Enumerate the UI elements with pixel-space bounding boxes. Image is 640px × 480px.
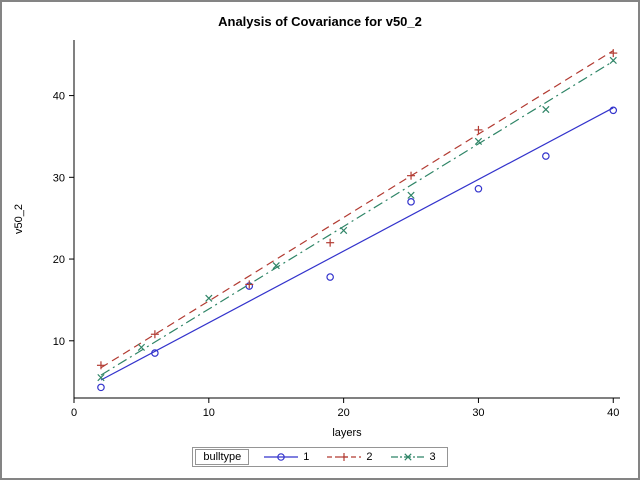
legend-marker-circle-icon [264,453,299,461]
data-point-series-1 [407,198,415,206]
data-point-series-3 [97,373,105,382]
data-point-series-1 [326,273,334,281]
chart-title: Analysis of Covariance for v50_2 [218,14,422,29]
x-tick-label: 0 [71,407,77,419]
legend-marker-glyph [403,453,412,461]
y-tick-label: 20 [53,254,65,266]
data-point-series-2 [609,49,618,58]
data-point-series-1 [609,106,618,115]
legend-entry-label: 1 [303,451,310,463]
points-series-1 [97,106,618,392]
y-tick-label: 30 [53,172,65,184]
legend-box: bulltype 1 2 3 [192,447,448,467]
fit-line-series-3 [100,60,614,376]
data-point-series-3 [407,191,415,199]
legend: bulltype 1 2 3 [2,447,638,467]
data-point-series-2 [150,330,159,339]
legend-entries: 1 2 3 [255,451,444,463]
data-point-series-3 [609,56,617,65]
fit-line-series-2 [100,50,614,369]
data-point-series-2 [96,361,105,370]
data-point-series-3 [205,294,213,302]
y-tick-label: 40 [53,91,65,103]
legend-entry-3: 3 [382,451,445,463]
data-point-series-3 [340,226,348,235]
fit-line-series-1 [100,107,614,381]
legend-entry-2: 2 [318,451,381,463]
x-tick-label: 40 [607,407,619,419]
legend-marker-glyph [340,453,349,461]
data-point-series-3 [272,261,280,270]
data-point-series-3 [474,137,483,145]
data-point-series-3 [542,105,550,114]
legend-marker-x-icon [390,453,425,461]
data-point-series-2 [245,280,254,289]
x-tick-label: 10 [203,407,215,419]
data-point-series-2 [474,125,483,134]
points-series-3 [97,56,617,382]
data-point-series-3 [137,343,146,351]
x-tick-label: 20 [338,407,350,419]
legend-marker-glyph [277,453,286,461]
x-axis-label: layers [332,427,362,439]
legend-entry-label: 2 [366,451,373,463]
data-point-series-2 [326,238,335,247]
legend-title: bulltype [195,449,250,465]
data-point-series-1 [474,184,483,193]
data-point-series-1 [151,349,159,357]
data-point-series-1 [97,383,105,392]
legend-marker-plus-icon [327,453,362,461]
y-axis-label: v50_2 [13,204,25,234]
data-point-series-1 [542,152,550,160]
points-series-2 [96,49,618,370]
data-point-series-2 [407,171,416,180]
x-tick-label: 30 [472,407,484,419]
legend-entry-1: 1 [255,451,318,463]
y-tick-label: 10 [53,336,65,348]
legend-entry-label: 3 [429,451,436,463]
